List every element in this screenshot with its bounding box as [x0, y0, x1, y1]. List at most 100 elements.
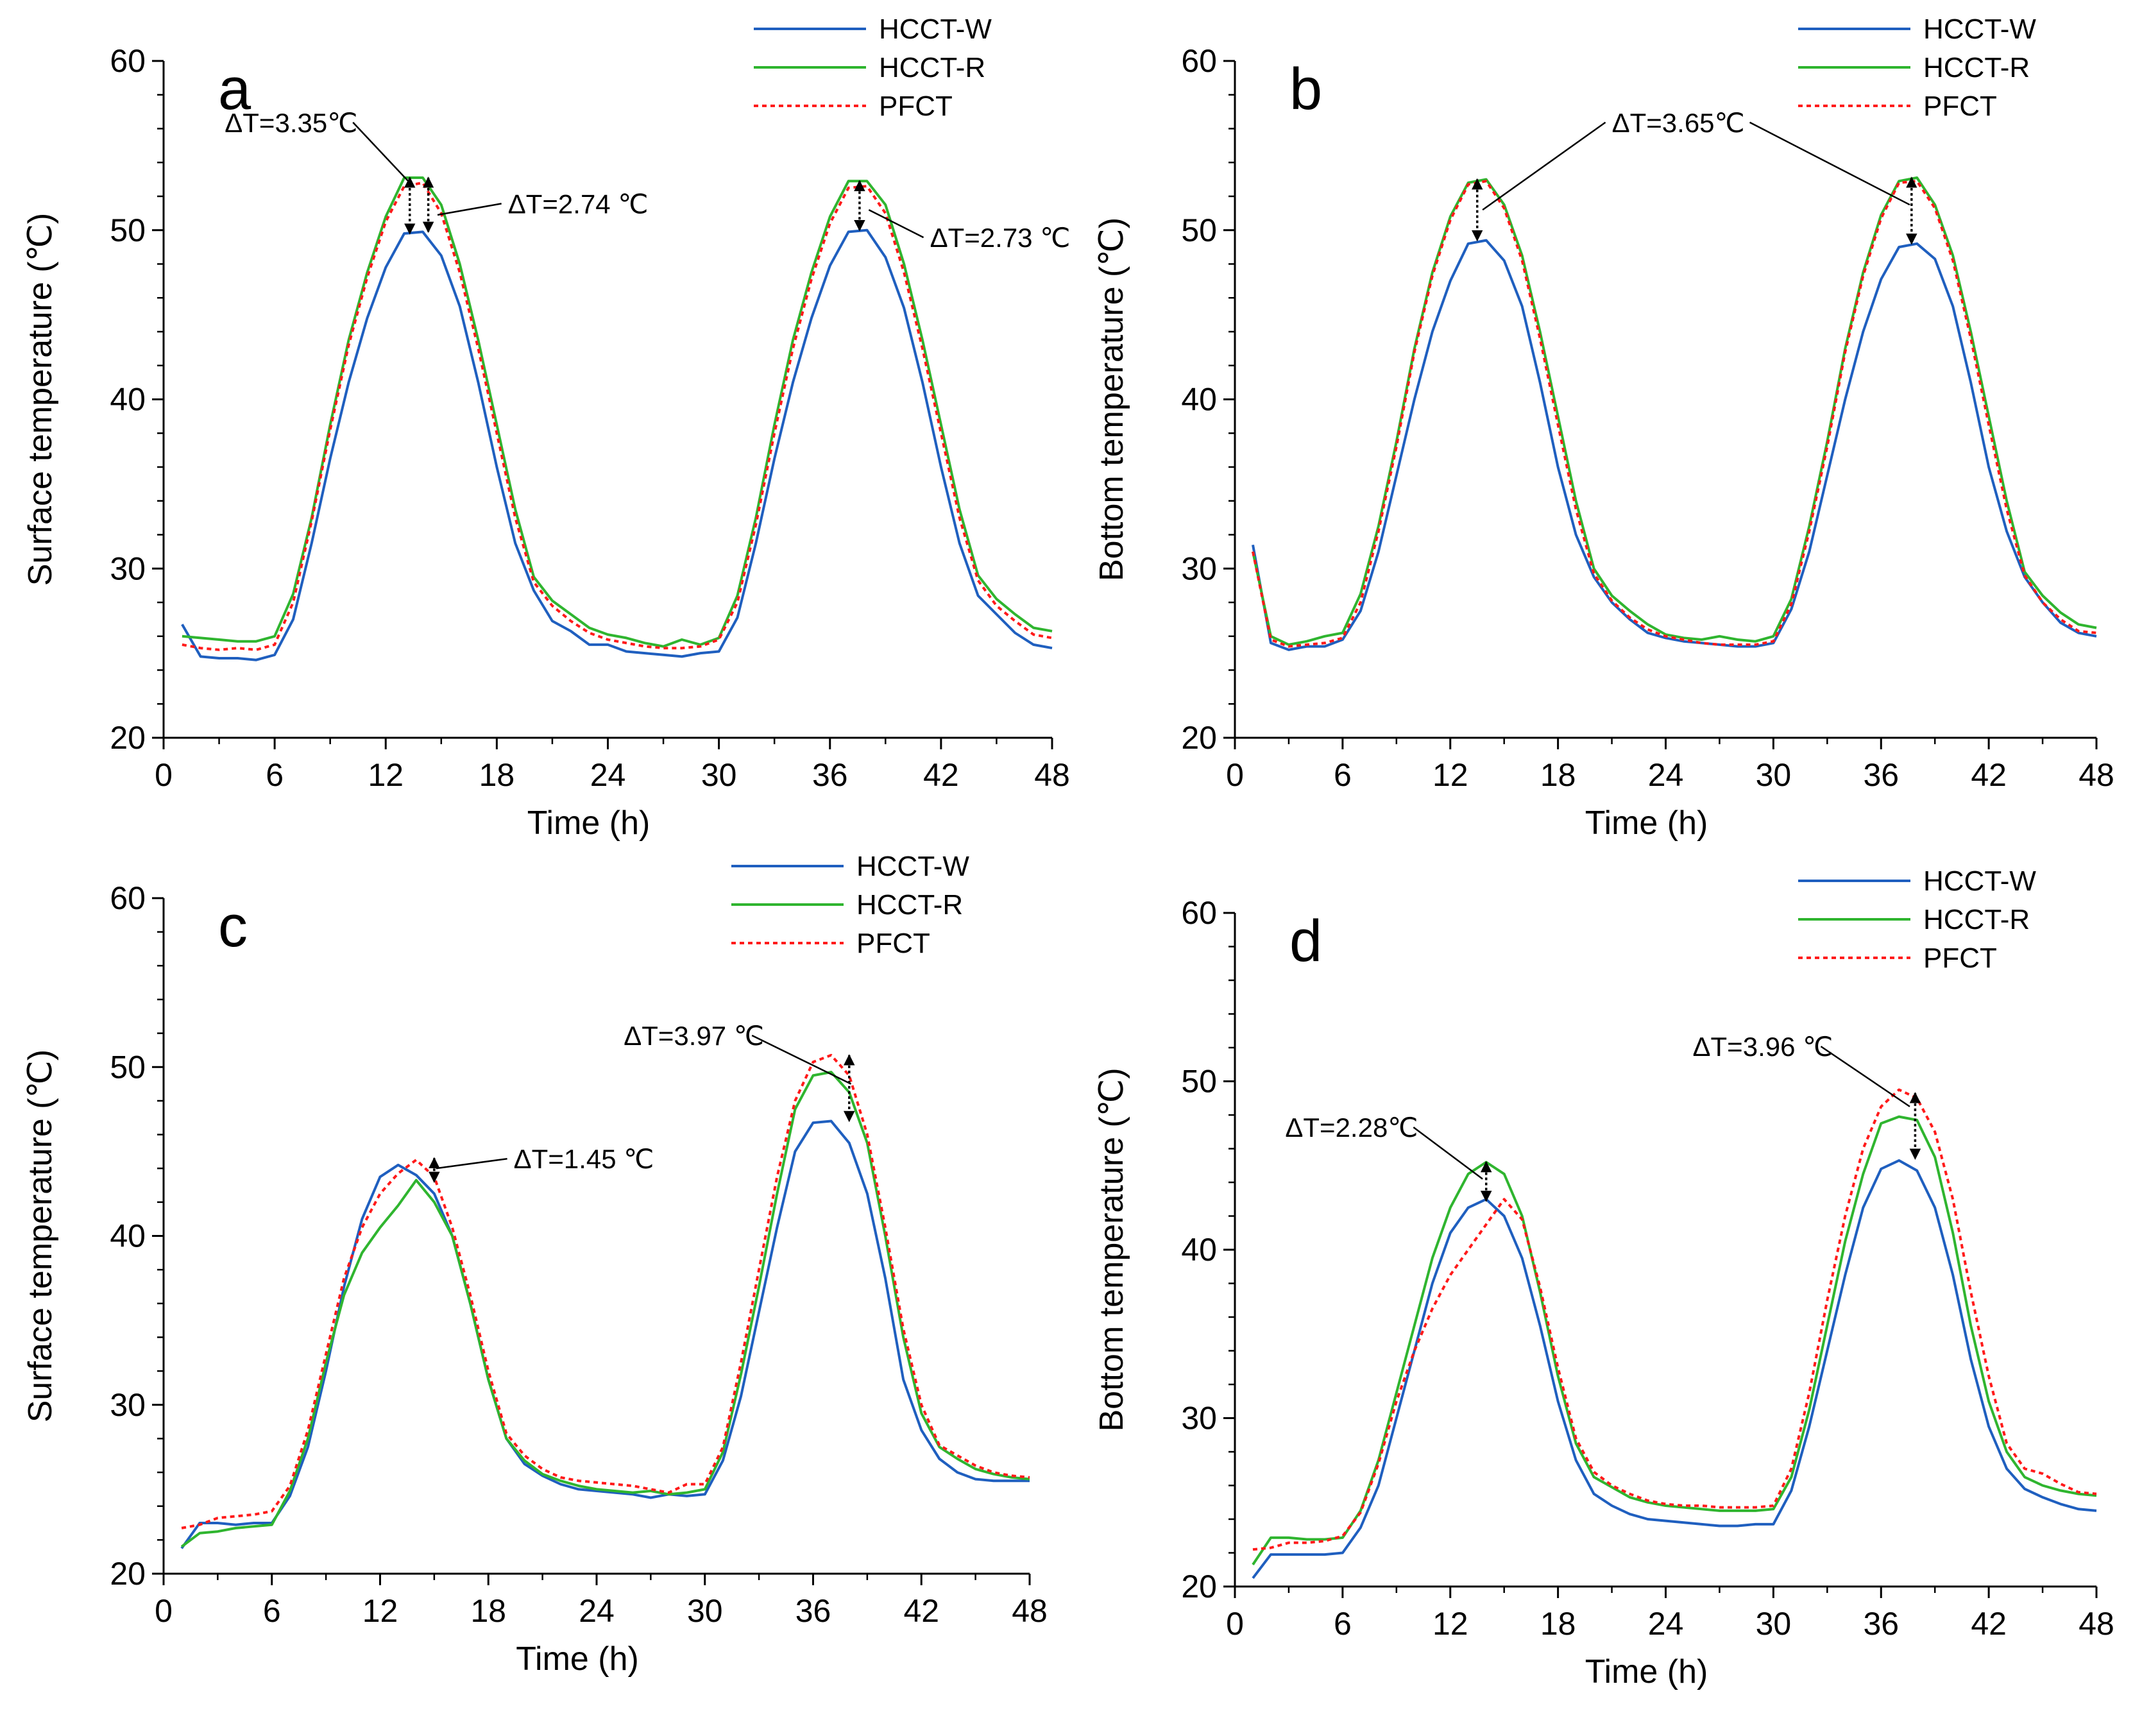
legend-label: HCCT-R: [879, 52, 985, 83]
y-tick-label: 30: [110, 550, 146, 586]
panel-label: b: [1289, 56, 1322, 122]
y-axis-title: Bottom temperature (℃): [1093, 1068, 1130, 1431]
panel-label: c: [218, 894, 248, 959]
delta-label: ΔT=2.73 ℃: [930, 223, 1071, 253]
x-tick-label: 42: [1971, 1606, 2007, 1642]
series-line-hcct-r: [180, 1071, 1030, 1548]
x-tick-label: 18: [470, 1593, 506, 1629]
delta-label: ΔT=1.45 ℃: [514, 1144, 654, 1174]
x-tick-label: 6: [1334, 757, 1352, 793]
legend-label: HCCT-W: [856, 851, 969, 882]
y-tick-label: 60: [110, 880, 146, 916]
series-line-hcct-w: [180, 1119, 1030, 1549]
x-tick-label: 36: [795, 1593, 831, 1629]
series-line-pfct: [1252, 180, 2097, 648]
panel-c: 0 6 12 18 24 30 36 42 48 20 30 40 50 60 Time (h) Surfac…: [22, 851, 1048, 1678]
y-tick-label: 60: [1181, 43, 1217, 79]
series-line-pfct: [181, 1053, 1030, 1529]
legend-label: PFCT: [1923, 90, 1997, 122]
series-line-hcct-w: [1252, 1159, 2097, 1579]
x-tick-label: 0: [155, 1593, 173, 1629]
y-tick-label: 50: [1181, 1064, 1217, 1100]
x-tick-label: 12: [368, 757, 404, 793]
x-tick-label: 0: [155, 757, 173, 793]
x-tick-label: 48: [1034, 757, 1070, 793]
x-tick-label: 12: [1432, 757, 1468, 793]
x-tick-label: 48: [1012, 1593, 1048, 1629]
y-tick-label: 40: [1181, 1232, 1217, 1268]
annotation-pointer: [352, 121, 411, 183]
x-tick-label: 42: [903, 1593, 939, 1629]
annotation-pointer: [868, 208, 924, 239]
x-tick-label: 24: [1648, 1606, 1684, 1642]
y-tick-label: 40: [110, 1218, 146, 1254]
y-tick-label: 50: [1181, 212, 1217, 248]
x-tick-label: 36: [1863, 757, 1899, 793]
series-line-hcct-w: [181, 228, 1053, 661]
x-tick-label: 30: [1756, 757, 1792, 793]
panel-label: a: [218, 56, 251, 122]
annotation-pointer: [751, 1034, 852, 1085]
annotation-pointer: [1749, 121, 1910, 206]
y-tick-label: 30: [1181, 550, 1217, 586]
series-line-hcct-w: [1252, 239, 2097, 651]
y-tick-label: 40: [1181, 382, 1217, 418]
y-tick-label: 30: [1181, 1400, 1217, 1436]
annotation-pointer: [436, 1157, 507, 1170]
y-tick-label: 60: [110, 43, 146, 79]
y-tick-label: 30: [110, 1387, 146, 1423]
legend-label: HCCT-R: [1923, 52, 2030, 83]
delta-label: ΔT=2.74 ℃: [508, 189, 649, 219]
x-axis-title: Time (h): [527, 804, 650, 842]
x-tick-label: 48: [2078, 757, 2114, 793]
legend-label: PFCT: [1923, 942, 1997, 974]
series-line-hcct-r: [1252, 1115, 2097, 1566]
legend-label: HCCT-R: [1923, 904, 2030, 935]
y-axis-title: Bottom temperature (℃): [1093, 217, 1130, 581]
x-axis-title: Time (h): [1585, 1653, 1708, 1690]
series-line-pfct: [182, 181, 1053, 651]
x-tick-label: 0: [1226, 1606, 1244, 1642]
y-tick-label: 50: [110, 212, 146, 248]
legend-label: HCCT-R: [856, 889, 963, 921]
x-tick-label: 48: [2078, 1606, 2114, 1642]
x-tick-label: 24: [590, 757, 626, 793]
x-tick-label: 0: [1226, 757, 1244, 793]
y-axis-title: Surface temperature (℃): [22, 213, 59, 586]
x-tick-label: 42: [1971, 757, 2007, 793]
x-tick-label: 6: [263, 1593, 281, 1629]
y-tick-label: 60: [1181, 895, 1217, 931]
legend-label: HCCT-W: [1923, 865, 2036, 897]
legend-label: HCCT-W: [879, 13, 992, 45]
x-tick-label: 18: [479, 757, 515, 793]
x-tick-label: 36: [812, 757, 848, 793]
delta-label: ΔT=2.28℃: [1285, 1112, 1418, 1143]
x-tick-label: 18: [1540, 757, 1576, 793]
x-axis-title: Time (h): [516, 1640, 639, 1678]
y-axis-title: Surface temperature (℃): [22, 1050, 59, 1423]
annotation-pointer: [1413, 1127, 1483, 1180]
x-tick-label: 42: [923, 757, 959, 793]
delta-label: ΔT=3.96 ℃: [1692, 1032, 1833, 1062]
x-tick-label: 12: [1432, 1606, 1468, 1642]
annotation-pointer: [1820, 1046, 1910, 1107]
legend-label: HCCT-W: [1923, 13, 2036, 45]
panel-a: 0 6 12 18 24 30 36 42 48 20 30 40 50 60 Time (h) Surfac…: [22, 13, 1070, 842]
series-line-pfct: [1252, 1088, 2097, 1551]
x-tick-label: 24: [1648, 757, 1684, 793]
x-tick-label: 6: [266, 757, 284, 793]
legend-label: PFCT: [856, 928, 930, 959]
delta-label: ΔT=3.35℃: [225, 108, 357, 138]
x-tick-label: 12: [362, 1593, 398, 1629]
series-line-hcct-r: [1252, 176, 2097, 646]
x-tick-label: 30: [687, 1593, 723, 1629]
x-tick-label: 18: [1540, 1606, 1576, 1642]
annotation-pointer: [437, 203, 502, 216]
delta-label: ΔT=3.97 ℃: [624, 1021, 764, 1051]
legend-label: PFCT: [879, 90, 953, 122]
x-axis-title: Time (h): [1585, 804, 1708, 842]
y-tick-label: 40: [110, 382, 146, 418]
y-tick-label: 20: [1181, 1569, 1217, 1604]
y-tick-label: 20: [110, 720, 146, 756]
